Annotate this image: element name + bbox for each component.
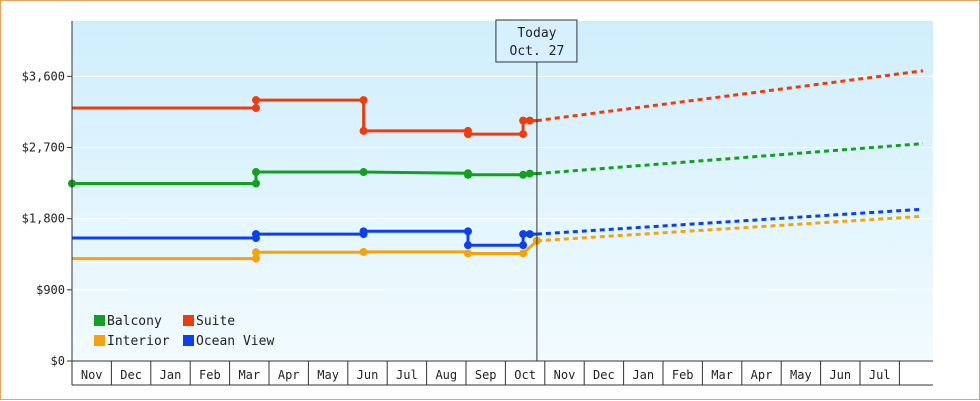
data-point-interior (359, 247, 368, 256)
legend-swatch (183, 335, 194, 346)
y-tick-label: $2,700 (22, 141, 65, 155)
data-point-balcony (519, 170, 528, 179)
x-tick-label: Jul (869, 368, 891, 382)
x-tick-label: Feb (199, 368, 221, 382)
x-tick-label: Nov (81, 368, 103, 382)
data-point-ocean-view (519, 241, 528, 250)
x-tick-label: Aug (435, 368, 457, 382)
y-tick-label: $3,600 (22, 69, 65, 83)
series-forecast-interior (536, 214, 924, 243)
x-tick-label: May (317, 368, 339, 382)
data-point-balcony (463, 170, 472, 179)
data-point-ocean-view (463, 227, 472, 236)
data-point-suite (359, 126, 368, 135)
x-tick-label: Nov (554, 368, 576, 382)
y-tick-label: $900 (36, 283, 65, 297)
today-label-box (495, 19, 578, 63)
data-point-suite (525, 116, 534, 125)
x-tick-label: Apr (278, 368, 300, 382)
data-point-balcony (251, 179, 260, 188)
legend-swatch (94, 335, 105, 346)
plot-background (72, 21, 933, 361)
data-point-ocean-view (463, 241, 472, 250)
series-forecast-ocean-view (536, 207, 924, 236)
data-point-suite (463, 130, 472, 139)
series-forecast-balcony (536, 142, 924, 176)
x-tick-label: Apr (751, 368, 773, 382)
legend-label: Interior (107, 334, 170, 349)
x-tick-label: Jul (396, 368, 418, 382)
x-tick-label: Oct (514, 368, 536, 382)
x-tick-label: Sep (475, 368, 497, 382)
data-point-suite (251, 103, 260, 112)
data-point-balcony (359, 168, 368, 177)
x-tick-label: Dec (593, 368, 615, 382)
data-point-interior (463, 249, 472, 258)
x-tick-label: Feb (672, 368, 694, 382)
data-point-balcony (251, 168, 260, 177)
legend-label: Balcony (107, 314, 162, 329)
data-point-interior (251, 254, 260, 263)
data-point-balcony (525, 169, 534, 178)
legend-label: Suite (196, 314, 235, 329)
legend-label: Ocean View (196, 334, 274, 349)
data-point-interior (251, 248, 260, 257)
y-tick-label: $1,800 (22, 212, 65, 226)
data-point-suite (519, 130, 528, 139)
x-tick-label: Mar (238, 368, 260, 382)
x-tick-label: Dec (120, 368, 142, 382)
x-tick-label: Jun (829, 368, 851, 382)
data-point-ocean-view (525, 230, 534, 239)
x-tick-label: May (790, 368, 812, 382)
data-point-ocean-view (519, 230, 528, 239)
today-date-label: Oct. 27 (510, 44, 565, 59)
y-tick-label: $0 (51, 354, 65, 368)
today-label: Today (517, 26, 556, 41)
data-point-ocean-view (359, 227, 368, 236)
x-tick-label: Jun (357, 368, 379, 382)
x-tick-label: Jan (632, 368, 654, 382)
x-tick-label: Mar (711, 368, 733, 382)
data-point-suite (519, 116, 528, 125)
data-point-suite (359, 96, 368, 105)
data-point-ocean-view (251, 230, 260, 239)
legend-swatch (94, 315, 105, 326)
data-point-suite (251, 96, 260, 105)
x-tick-label: Jan (160, 368, 182, 382)
series-forecast-suite (536, 69, 924, 123)
data-point-interior (519, 249, 528, 258)
legend-swatch (183, 315, 194, 326)
